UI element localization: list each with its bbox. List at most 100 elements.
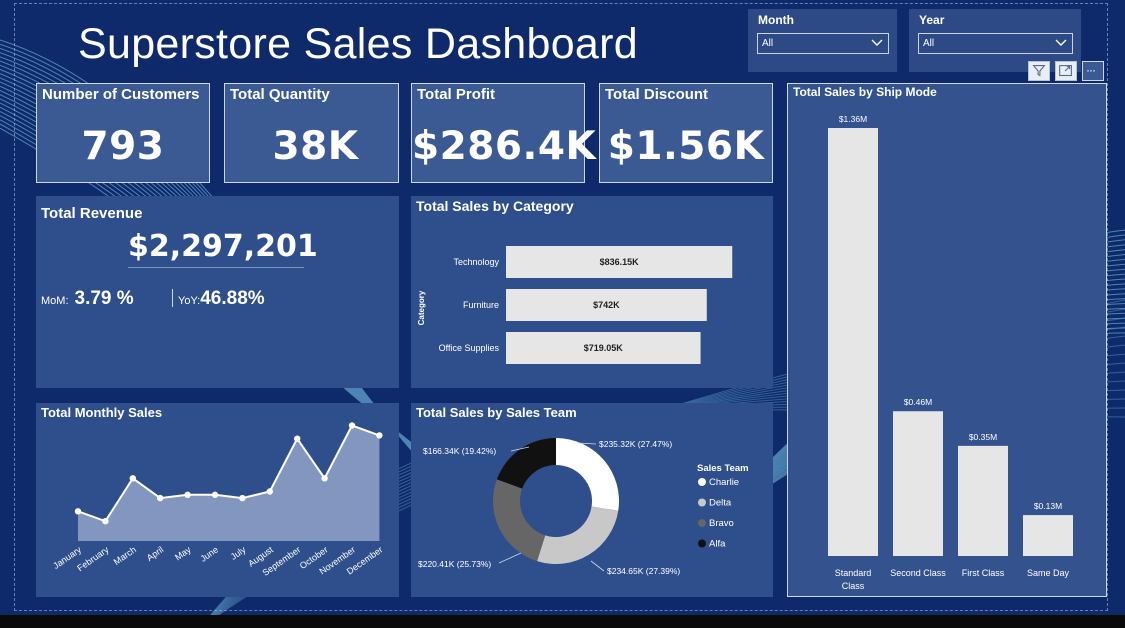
legend-marker	[698, 478, 706, 486]
monthly-point	[321, 475, 328, 482]
sales-team-donut-chart: $235.32K (27.47%) $234.65K (27.39%) $220.4…	[418, 438, 749, 576]
donut-slice	[537, 506, 619, 564]
category-bar	[506, 289, 707, 321]
mom-indicator: MoM: 3.79 %	[41, 288, 134, 310]
kpi-label: Total Quantity	[230, 86, 330, 103]
legend-marker	[698, 539, 706, 548]
year-dropdown-value: All	[923, 38, 935, 49]
month-slicer-label: Month	[758, 13, 794, 27]
filter-button[interactable]	[1028, 61, 1050, 81]
monthly-point	[266, 488, 273, 495]
yoy-divider	[172, 289, 173, 307]
kpi-label: Total Profit	[417, 86, 496, 103]
donut-leader-line	[498, 552, 522, 564]
legend-item-label: Alfa	[709, 539, 726, 550]
filter-icon	[1032, 65, 1046, 77]
monthly-point	[348, 422, 356, 429]
sales-team-chart-title: Total Sales by Sales Team	[416, 405, 577, 420]
yoy-indicator: YoY:46.88%	[172, 288, 265, 310]
mom-label: MoM:	[41, 295, 69, 307]
ship-mode-data-label: $0.13M	[1034, 501, 1062, 511]
month-tick-label: March	[112, 544, 138, 567]
monthly-area-fill	[78, 425, 380, 541]
ship-mode-tick-label: Same Day	[1027, 568, 1070, 578]
chevron-down-icon	[1055, 39, 1067, 46]
ship-mode-data-label: $1.36M	[839, 114, 867, 124]
total-revenue-card: Total Revenue $2,297,201 MoM: 3.79 % YoY:…	[36, 196, 399, 388]
ship-mode-bar	[1023, 515, 1073, 556]
kpi-value: 793	[81, 124, 165, 169]
legend-item-label: Charlie	[709, 477, 739, 488]
month-dropdown-value: All	[762, 38, 774, 49]
legend-title: Sales Team	[697, 463, 749, 474]
month-slicer: Month All	[748, 9, 897, 72]
ship-mode-bar-chart: $1.36M $0.46M $0.35M $0.13M Standard Class Sec…	[828, 114, 1073, 591]
kpi-value: 38K	[272, 124, 359, 169]
monthly-point	[129, 475, 136, 482]
category-tick-label: Office Supplies	[439, 343, 500, 353]
category-axis-label: Category	[417, 290, 426, 325]
monthly-chart-title: Total Monthly Sales	[41, 405, 163, 420]
category-chart-card: Total Sales by Category Technology $836.1…	[411, 196, 773, 388]
month-tick-label: July	[229, 544, 248, 562]
focus-mode-button[interactable]	[1055, 61, 1077, 81]
ship-mode-bar	[893, 411, 943, 556]
category-tick-label: Furniture	[463, 300, 499, 310]
ship-mode-tick-label: Class	[842, 581, 865, 591]
ship-mode-bar	[958, 445, 1008, 556]
monthly-point	[211, 491, 219, 498]
year-dropdown[interactable]: All	[918, 33, 1073, 54]
monthly-point	[157, 494, 164, 502]
category-data-label: $719.05K	[584, 343, 624, 353]
monthly-point	[376, 432, 383, 439]
more-options-button[interactable]: ···	[1082, 61, 1104, 81]
kpi-quantity-card: Total Quantity 38K	[224, 83, 399, 183]
donut-slice	[496, 438, 556, 489]
legend-marker	[698, 498, 706, 507]
donut-slice	[493, 479, 546, 562]
donut-leader-line	[576, 442, 597, 445]
month-tick-label: April	[145, 544, 165, 563]
month-dropdown[interactable]: All	[757, 33, 889, 54]
category-tick-label: Technology	[453, 257, 499, 267]
category-bar-chart: Technology $836.15K Furniture $742K Office S…	[417, 246, 733, 364]
legend-item-label: Bravo	[709, 518, 734, 529]
monthly-point	[184, 491, 191, 498]
more-options-icon: ···	[1086, 63, 1096, 77]
donut-data-label: $166.34K (19.42%)	[423, 446, 496, 456]
kpi-customers-card: Number of Customers 793	[36, 83, 210, 183]
focus-mode-icon	[1059, 65, 1072, 77]
kpi-label: Total Discount	[605, 86, 709, 103]
ship-mode-data-label: $0.35M	[969, 432, 997, 442]
donut-data-label: $234.65K (27.39%)	[607, 566, 680, 576]
monthly-point	[102, 518, 109, 525]
dashboard-title: Superstore Sales Dashboard	[78, 20, 638, 68]
month-tick-label: May	[173, 544, 193, 562]
year-slicer: Year All	[909, 9, 1081, 72]
ship-mode-card: Total Sales by Ship Mode $1.36M $0.46M $0.…	[787, 83, 1107, 597]
monthly-point	[239, 494, 246, 502]
revenue-value: $2,297,201	[128, 229, 318, 264]
ship-mode-tick-label: First Class	[962, 568, 1005, 578]
kpi-discount-card: Total Discount $1.56K	[599, 83, 773, 183]
sales-team-card: Total Sales by Sales Team $235.32K (27.4…	[411, 403, 773, 597]
category-bar	[506, 332, 701, 364]
kpi-value: $1.56K	[607, 124, 765, 169]
ship-mode-tick-label: Standard	[835, 568, 872, 578]
monthly-point	[294, 435, 301, 442]
month-tick-label: February	[75, 544, 111, 573]
category-data-label: $836.15K	[600, 257, 640, 267]
kpi-label: Number of Customers	[42, 86, 200, 103]
chevron-down-icon	[871, 39, 883, 46]
donut-leader-line	[510, 446, 530, 452]
category-data-label: $742K	[593, 300, 620, 310]
ship-mode-tick-label: Second Class	[890, 568, 946, 578]
month-tick-label: June	[198, 544, 220, 563]
kpi-value: $286.4K	[412, 124, 597, 169]
category-chart-title: Total Sales by Category	[416, 198, 574, 214]
monthly-point	[74, 508, 82, 515]
yoy-value: 46.88%	[200, 288, 265, 309]
kpi-profit-card: Total Profit $286.4K	[411, 83, 597, 183]
ship-mode-data-label: $0.46M	[904, 397, 932, 407]
